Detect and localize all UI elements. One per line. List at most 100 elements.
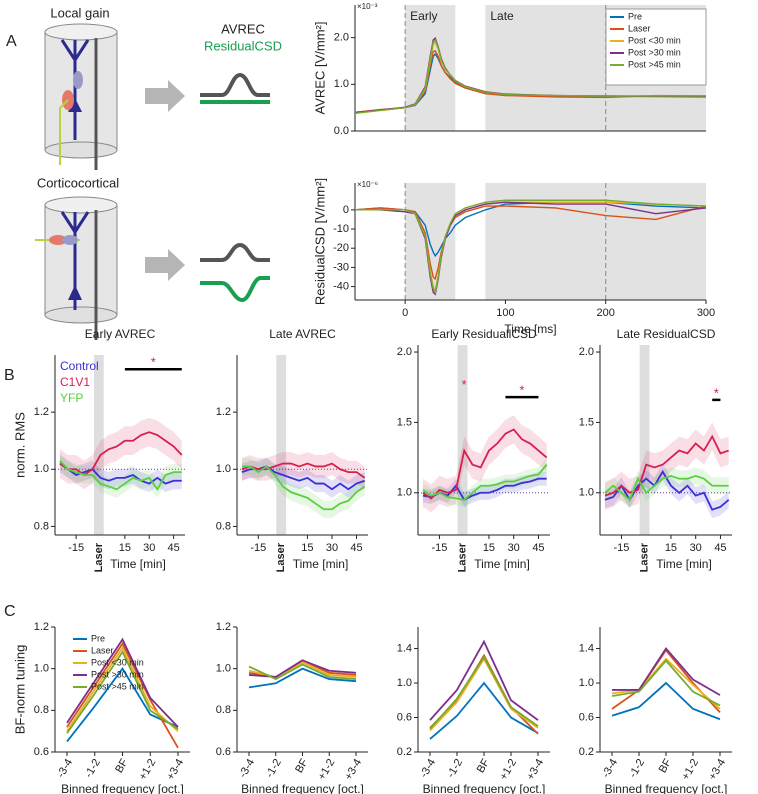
- x-tick-label: +1-2: [680, 757, 702, 782]
- series-line: [422, 464, 548, 501]
- significance-star: *: [151, 355, 156, 370]
- neuron: [60, 39, 90, 140]
- legend-label: Laser: [628, 23, 651, 33]
- y-tick-label: 1.2: [34, 406, 49, 418]
- chart-title: Early ResiduallCSD: [431, 327, 537, 341]
- y-tick-label: -10: [333, 223, 349, 235]
- x-axis-label: Binned frequency [oct.]: [61, 782, 184, 794]
- series-line: [611, 681, 721, 721]
- region-label: Late: [490, 9, 514, 23]
- y-tick-label: 1.5: [397, 416, 412, 428]
- y-tick-label: 1.0: [216, 663, 231, 675]
- legend-label: Post >30 min: [628, 47, 681, 57]
- series-line: [66, 637, 179, 728]
- chart: Laser 1.0 1.5 2.0 -15 15 30 45 * * Early Residuall…: [397, 327, 550, 572]
- series-line: [248, 659, 357, 678]
- y-tick-label: 1.0: [334, 78, 349, 90]
- x-axis-label: Time [ms]: [504, 322, 556, 336]
- legend-label: Laser: [91, 645, 114, 655]
- laser-label: Laser: [456, 542, 468, 572]
- y-tick-label: 2.0: [579, 346, 594, 358]
- y-tick-label: 1.2: [216, 406, 231, 418]
- x-tick-label: -15: [613, 542, 629, 554]
- series-line: [429, 655, 539, 730]
- x-tick-label: 45: [350, 542, 362, 554]
- x-tick-label: 45: [168, 542, 180, 554]
- x-axis-label: Binned frequency [oct.]: [423, 782, 546, 794]
- waveform: [200, 242, 270, 262]
- x-tick-label: 200: [597, 307, 615, 319]
- y-tick-label: 1.4: [397, 642, 412, 654]
- y-tick-label: 2.0: [397, 346, 412, 358]
- x-tick-label: -1-2: [445, 757, 465, 780]
- legend-label: Post <30 min: [91, 657, 144, 667]
- legend-label: Post <30 min: [628, 35, 681, 45]
- laser-label: Laser: [275, 542, 287, 572]
- y-tick-label: -40: [333, 280, 349, 292]
- y-tick-label: 1.4: [579, 642, 594, 654]
- series-line: [241, 465, 366, 511]
- diagram-local-gain: Local gain AVREC ResidualCSD: [44, 5, 282, 170]
- x-tick-label: 30: [508, 542, 520, 554]
- y-tick-label: 0.6: [216, 746, 231, 758]
- series-line: [604, 474, 729, 502]
- y-tick-label: 0.8: [34, 520, 49, 532]
- x-tick-label: 15: [483, 542, 495, 554]
- diagram-label: AVREC: [221, 21, 265, 36]
- input: [49, 235, 67, 245]
- input: [62, 235, 78, 245]
- laser-label: Laser: [93, 542, 105, 572]
- x-tick-label: +1-2: [316, 757, 338, 782]
- x-tick-label: BF: [293, 757, 311, 775]
- y-tick-label: 1.0: [397, 677, 412, 689]
- chart: -40 -30 -20 -10 0 0 100 200 300 ResidualCSD [V/mm…: [312, 178, 715, 336]
- x-tick-label: -1-2: [627, 757, 647, 780]
- error-band: [422, 457, 547, 507]
- x-tick-label: 15: [301, 542, 313, 554]
- y-tick-label: 0.8: [34, 704, 49, 716]
- legend-label: Post >30 min: [91, 669, 144, 679]
- series-line: [248, 663, 357, 681]
- error-band: [604, 467, 729, 509]
- diagram-corticocortical: Corticocortical: [35, 175, 270, 340]
- x-tick-label: -3-4: [418, 757, 438, 780]
- y-tick-label: 1.0: [34, 663, 49, 675]
- axon: [59, 99, 69, 165]
- series-line: [611, 659, 721, 707]
- x-tick-label: +3-4: [707, 757, 729, 782]
- series-line: [355, 199, 707, 295]
- region: [405, 183, 456, 300]
- chart: Early Late 0.0 1.0 2.0 AVREC [V/mm²] ×10⁻³ Pre L…: [312, 2, 707, 137]
- error-band: [241, 452, 365, 490]
- x-tick-label: +1-2: [137, 757, 159, 782]
- x-tick-label: -15: [68, 542, 84, 554]
- series-line: [604, 469, 730, 511]
- series-line: [66, 646, 179, 732]
- soma: [68, 98, 82, 112]
- panel-label: A: [6, 33, 17, 50]
- diagram-title: Corticocortical: [37, 175, 119, 190]
- x-tick-label: 30: [326, 542, 338, 554]
- x-tick-label: 15: [119, 542, 131, 554]
- chart: Laser 0.8 1.0 1.2 -15 15 30 45 * Early AVREC norm.…: [12, 327, 185, 572]
- panel-label: C: [4, 603, 16, 620]
- chart: 0.6 0.8 1.0 1.2 -3-4 -1-2 BF +1-2 +3-4 BF-norm tu…: [12, 621, 190, 794]
- y-tick-label: 1.0: [34, 463, 49, 475]
- chart-title: Late ResidualCSD: [617, 327, 716, 341]
- legend-label: Pre: [91, 633, 105, 643]
- y-tick-label: -30: [333, 261, 349, 273]
- laser-label: Laser: [638, 542, 650, 572]
- x-axis-label: Time [min]: [656, 557, 712, 571]
- x-tick-label: +3-4: [165, 757, 187, 782]
- legend-label: Post >45 min: [91, 681, 144, 691]
- error-band: [59, 452, 182, 498]
- x-axis-label: Time [min]: [474, 557, 530, 571]
- x-tick-label: 30: [143, 542, 155, 554]
- x-axis-label: Time [min]: [110, 557, 166, 571]
- y-axis-label: AVREC [V/mm²]: [312, 22, 327, 115]
- y-tick-label: 1.2: [34, 621, 49, 633]
- y-tick-label: 1.2: [216, 621, 231, 633]
- x-tick-label: 0: [402, 307, 408, 319]
- x-tick-label: +3-4: [343, 757, 365, 782]
